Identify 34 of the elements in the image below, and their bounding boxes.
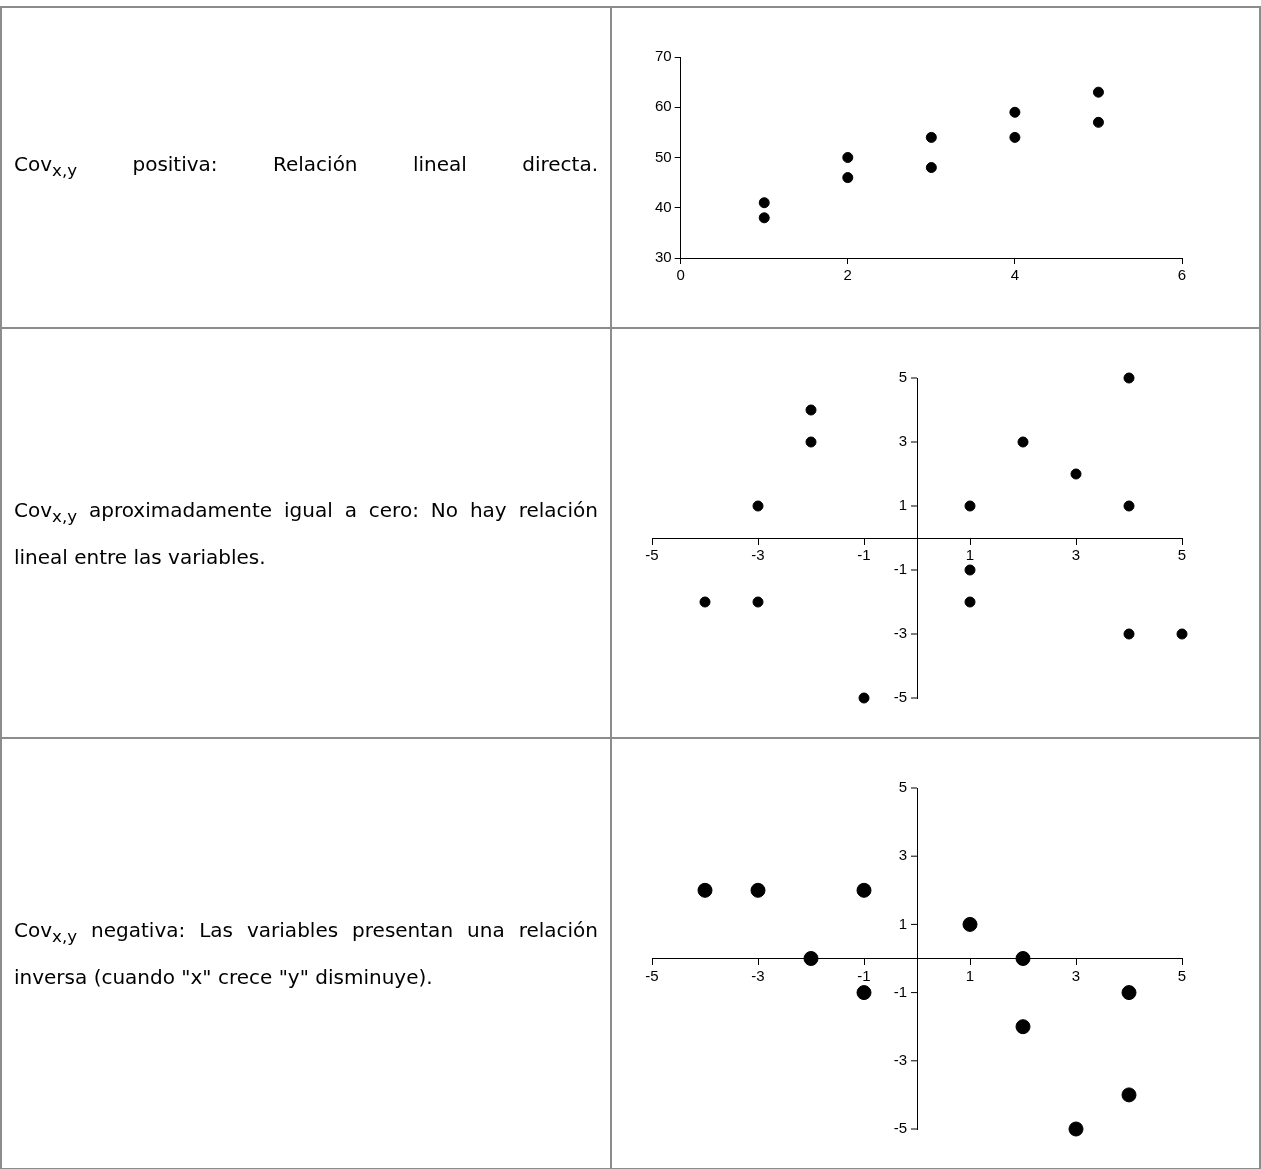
y-tick-label: -3 bbox=[893, 1050, 907, 1068]
y-tick-label: 3 bbox=[898, 432, 907, 450]
y-tick-label: 1 bbox=[898, 496, 907, 514]
y-tick-label: 30 bbox=[655, 248, 672, 266]
x-tick-label: 3 bbox=[1071, 966, 1081, 984]
y-tick-label: 40 bbox=[655, 197, 672, 215]
text: Cov$_{x,y}$ aproximadamente igual a cero: No hay relación lineal entre las variables. bbox=[14, 496, 598, 571]
y-tick-label: 50 bbox=[655, 147, 672, 165]
y-tick-label: 1 bbox=[898, 914, 907, 932]
x-tick-label: -1 bbox=[857, 546, 871, 564]
y-tick-label: 5 bbox=[898, 778, 907, 796]
x-tick-label: 1 bbox=[965, 966, 975, 984]
x-tick-label: 3 bbox=[1071, 546, 1081, 564]
y-tick-label: -3 bbox=[893, 624, 907, 642]
x-tick-label: 0 bbox=[676, 266, 685, 284]
x-tick-label: 4 bbox=[1010, 266, 1020, 284]
y-tick-label: 70 bbox=[655, 47, 672, 65]
x-tick-label: 1 bbox=[965, 546, 975, 564]
y-tick-label: 5 bbox=[898, 368, 907, 386]
y-tick-label: 60 bbox=[655, 97, 672, 115]
x-tick-label: 6 bbox=[1177, 266, 1187, 284]
chart-title: Cov$_{x,y}$ positiva: Relación lineal directa. bbox=[14, 152, 598, 180]
y-tick-label: -5 bbox=[893, 688, 907, 706]
x-tick-label: 5 bbox=[1177, 966, 1187, 984]
y-tick-label: -1 bbox=[893, 982, 907, 1000]
x-tick-label: -1 bbox=[857, 966, 871, 984]
y-tick-label: -1 bbox=[893, 560, 907, 578]
x-tick-label: 2 bbox=[843, 266, 852, 284]
x-tick-label: -3 bbox=[751, 546, 765, 564]
y-tick-label: -5 bbox=[893, 1119, 907, 1137]
y-tick-label: 3 bbox=[898, 846, 907, 864]
x-tick-label: -3 bbox=[751, 966, 765, 984]
x-tick-label: 5 bbox=[1177, 546, 1187, 564]
text: Cov$_{x,y}$ negativa: Las variables presentan una relación inversa (cuando "x" crece "y" disminuye). bbox=[14, 917, 598, 991]
